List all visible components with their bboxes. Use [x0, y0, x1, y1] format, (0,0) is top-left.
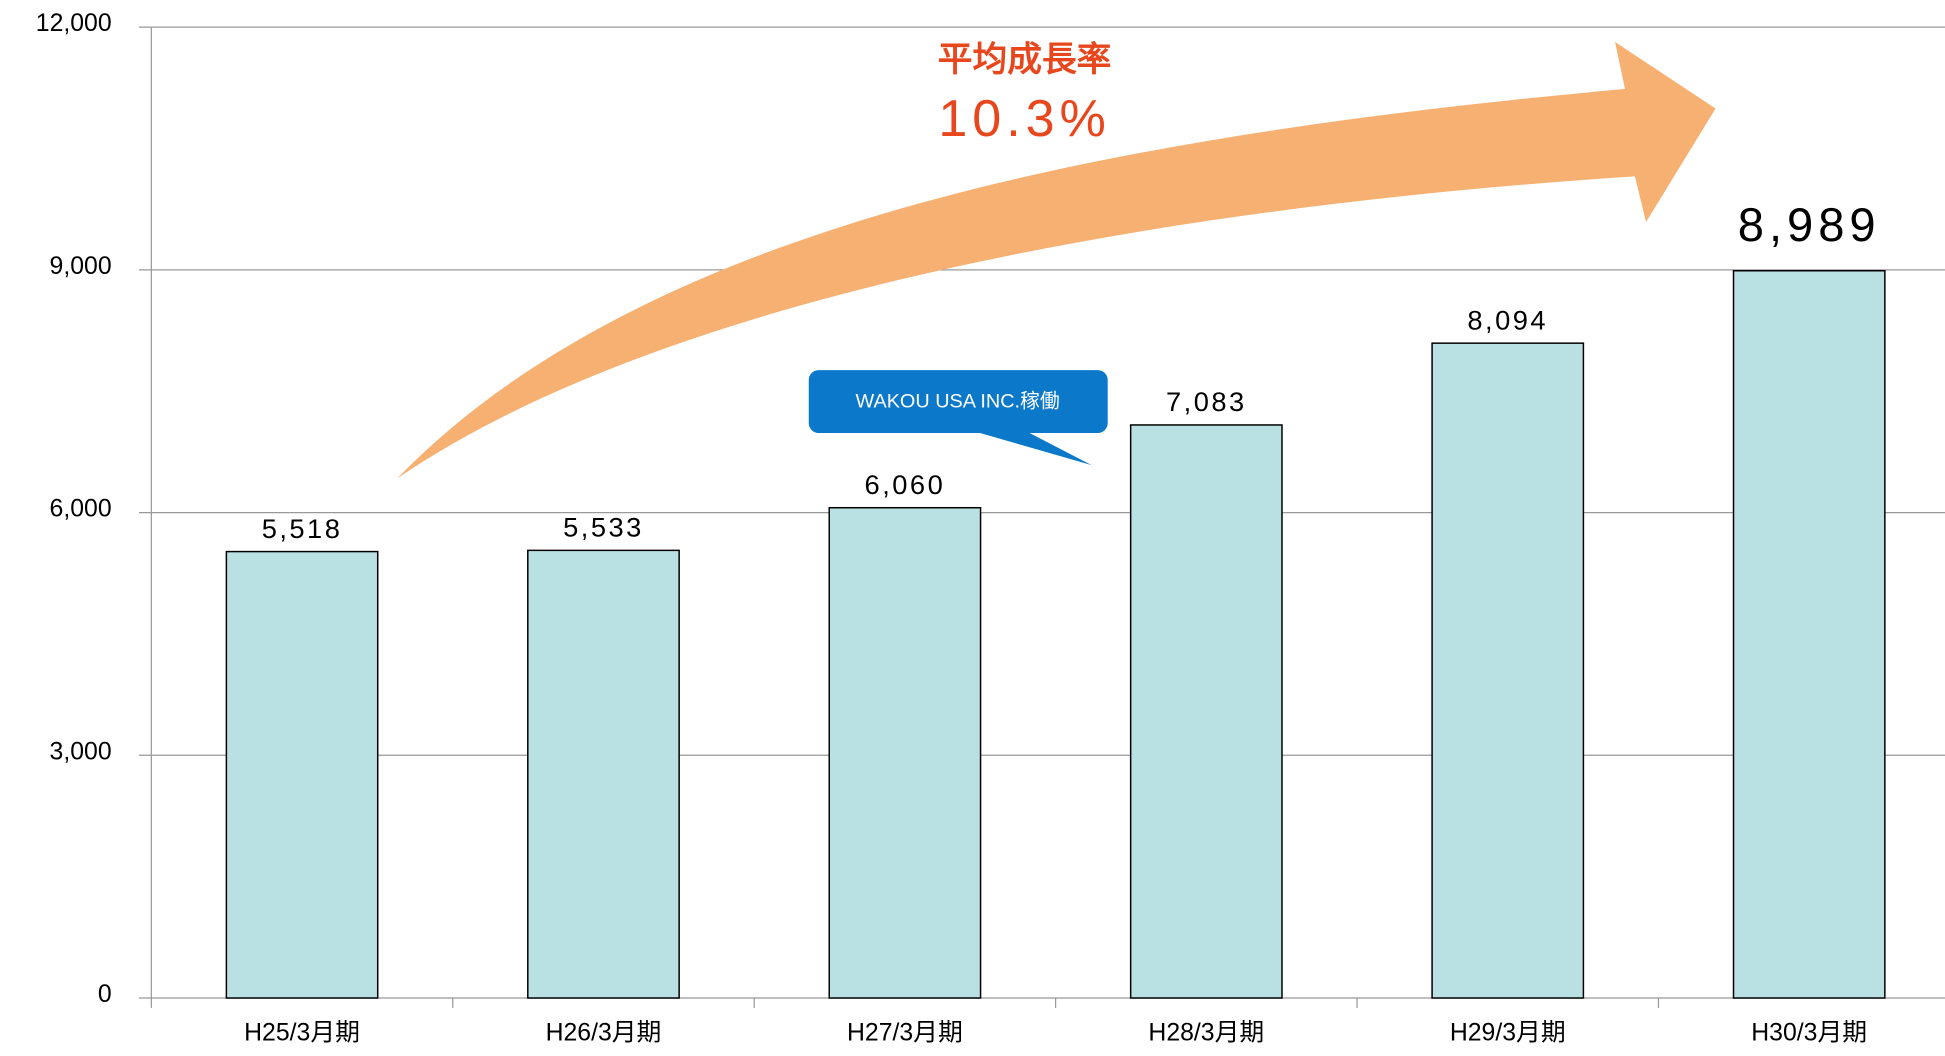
- bar: [1129, 424, 1283, 999]
- growth-title: 平均成長率: [938, 41, 1112, 79]
- growth-rate: 10.3%: [938, 90, 1110, 148]
- y-tick-label: 9,000: [50, 253, 112, 280]
- bar: [828, 506, 982, 999]
- x-tick-label: H30/3月期: [1751, 1019, 1867, 1046]
- x-tick-label: H27/3月期: [847, 1019, 963, 1046]
- value-label: 7,083: [1166, 386, 1247, 417]
- x-tick-label: H26/3月期: [546, 1019, 662, 1046]
- value-label: 5,533: [563, 512, 644, 543]
- value-label: 6,060: [865, 469, 946, 500]
- x-tick-label: H29/3月期: [1450, 1019, 1566, 1046]
- callout-text: WAKOU USA INC.稼働: [855, 390, 1059, 412]
- y-tick-label: 3,000: [50, 738, 112, 765]
- value-label: 8,094: [1467, 304, 1548, 335]
- callout: [808, 370, 1108, 466]
- x-tick-label: H25/3月期: [244, 1019, 360, 1046]
- value-label: 8,989: [1738, 198, 1881, 251]
- y-tick-label: 0: [98, 981, 112, 1008]
- y-tick-label: 6,000: [50, 496, 112, 523]
- bar: [1732, 270, 1886, 999]
- bar: [527, 549, 680, 999]
- growth-arrow: [396, 41, 1716, 479]
- y-tick-label: 12,000: [36, 10, 112, 37]
- bar: [225, 550, 379, 999]
- x-tick-label: H28/3月期: [1148, 1019, 1264, 1046]
- bar: [1431, 342, 1585, 999]
- value-label: 5,518: [262, 513, 343, 544]
